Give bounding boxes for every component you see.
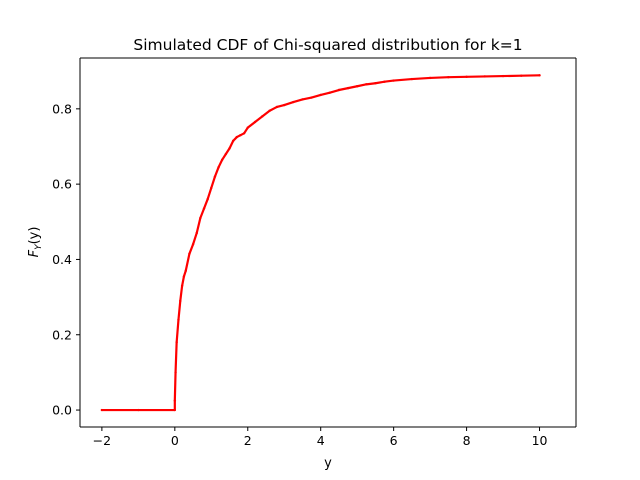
cdf-point bbox=[292, 100, 295, 104]
cdf-point bbox=[428, 76, 432, 80]
x-tick-label: 2 bbox=[244, 433, 252, 448]
cdf-point bbox=[173, 408, 177, 412]
cdf-point bbox=[520, 74, 523, 77]
y-axis-label: FY(y) bbox=[27, 227, 44, 258]
cdf-point bbox=[195, 231, 198, 235]
cdf-point bbox=[182, 275, 186, 278]
cdf-point bbox=[253, 120, 257, 124]
cdf-point bbox=[465, 75, 468, 79]
cdf-point bbox=[310, 96, 313, 99]
cdf-point bbox=[173, 399, 177, 402]
cdf-point bbox=[346, 86, 350, 90]
x-tick-label: 10 bbox=[532, 433, 548, 448]
cdf-point bbox=[337, 88, 341, 92]
cdf-point bbox=[501, 74, 505, 78]
y-axis-label-sub: Y bbox=[34, 243, 44, 250]
cdf-point bbox=[392, 79, 395, 82]
cdf-point bbox=[383, 80, 386, 83]
y-tick-label: 0.6 bbox=[52, 177, 72, 192]
cdf-point bbox=[202, 207, 206, 210]
cdf-point bbox=[365, 83, 368, 86]
chart-title: Simulated CDF of Chi-squared distributio… bbox=[133, 36, 522, 54]
cdf-point bbox=[199, 216, 202, 220]
x-tick-label: 0 bbox=[171, 433, 179, 448]
series-layer bbox=[100, 74, 541, 412]
cdf-point bbox=[447, 76, 450, 79]
x-tick-label: 4 bbox=[317, 433, 325, 448]
cdf-point bbox=[179, 299, 182, 303]
x-tick-label: 6 bbox=[390, 433, 398, 448]
cdf-point bbox=[261, 115, 264, 118]
cdf-point bbox=[180, 284, 184, 287]
cdf-point bbox=[246, 126, 249, 129]
cdf-point bbox=[188, 252, 191, 255]
cdf-point bbox=[268, 109, 271, 112]
cdf-point bbox=[374, 82, 377, 85]
cdf-point bbox=[217, 165, 220, 169]
y-axis-label-arg: (y) bbox=[27, 227, 42, 245]
cdf-point bbox=[177, 318, 180, 321]
cdf-point bbox=[231, 139, 235, 143]
cdf-point bbox=[319, 93, 322, 97]
cdf-point bbox=[213, 175, 217, 178]
cdf-point bbox=[137, 408, 140, 412]
cdf-point bbox=[283, 103, 286, 107]
x-axis-label: y bbox=[324, 456, 332, 471]
cdf-point bbox=[228, 147, 231, 150]
cdf-point bbox=[275, 105, 279, 109]
y-tick-label: 0.0 bbox=[52, 403, 72, 418]
cdf-point bbox=[538, 74, 541, 77]
cdf-point bbox=[191, 243, 195, 246]
x-tick-label: 8 bbox=[463, 433, 471, 448]
y-tick-label: 0.4 bbox=[52, 252, 72, 267]
y-axis-label-main: F bbox=[27, 249, 42, 257]
y-tick-label: 0.8 bbox=[52, 101, 72, 116]
cdf-point bbox=[100, 408, 104, 412]
axes-layer bbox=[79, 57, 577, 428]
cdf-point bbox=[174, 371, 177, 374]
cdf-point bbox=[242, 132, 246, 135]
cdf-point bbox=[235, 135, 239, 139]
ticks-layer: −2 0 2 4 6 8 10 0.0 0.2 0.4 0.6 0.8 bbox=[52, 101, 547, 448]
cdf-point bbox=[221, 158, 224, 161]
cdf-point bbox=[184, 269, 187, 272]
y-tick-label: 0.2 bbox=[52, 327, 72, 342]
cdf-point bbox=[355, 85, 359, 88]
cdf-point bbox=[301, 98, 304, 101]
cdf-point bbox=[224, 152, 228, 156]
cdf-point bbox=[328, 91, 332, 94]
cdf-point bbox=[483, 75, 487, 78]
cdf-point bbox=[175, 341, 178, 344]
x-tick-label: −2 bbox=[93, 433, 111, 448]
plot-area bbox=[80, 58, 576, 427]
cdf-point bbox=[410, 77, 414, 81]
cdf-point bbox=[239, 133, 242, 137]
cdf-point bbox=[206, 198, 209, 201]
cdf-point bbox=[210, 186, 213, 190]
